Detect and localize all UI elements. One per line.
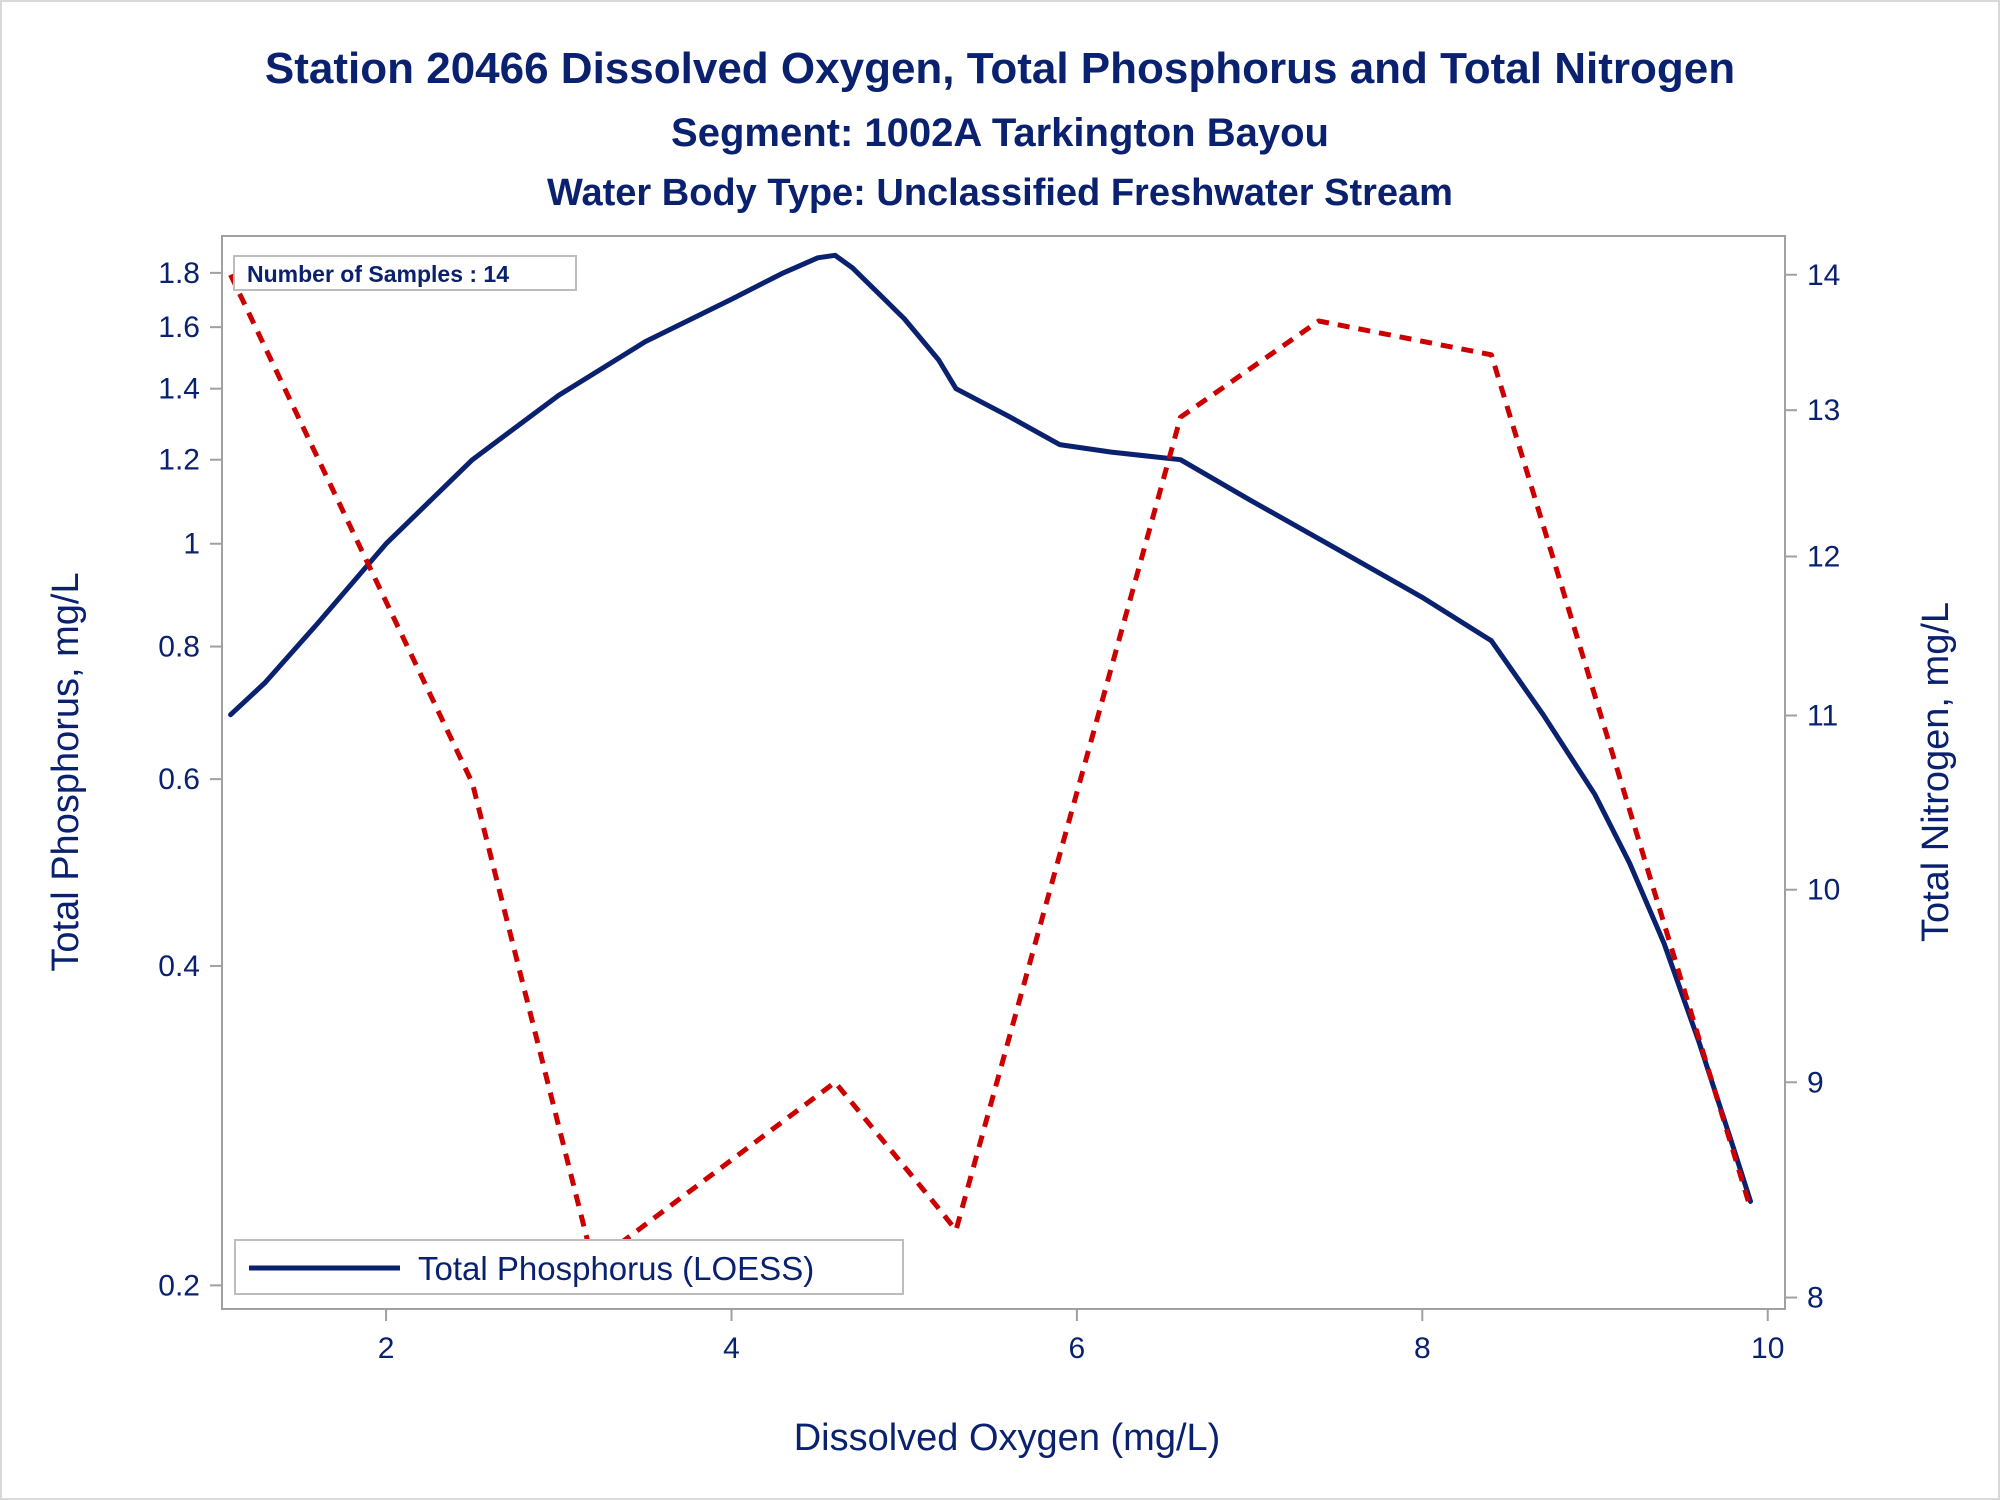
plot-area [221, 235, 1786, 1310]
series-phosphorus-line [228, 252, 1753, 1204]
y2-tick-label: 14 [1807, 259, 1840, 292]
y2-tick-label: 9 [1807, 1066, 1824, 1099]
y-tick-label: 1.4 [158, 373, 200, 406]
samples-annotation: Number of Samples : 14 [247, 261, 509, 287]
chart-subtitle-2: Water Body Type: Unclassified Freshwater… [547, 172, 1453, 214]
y-axis-label: Total Phosphorus, mg/L [45, 572, 87, 971]
chart-title: Station 20466 Dissolved Oxygen, Total Ph… [265, 44, 1735, 93]
series-nitrogen-line [228, 273, 1753, 1267]
y2-axis-label: Total Nitrogen, mg/L [1915, 602, 1957, 942]
x-tick-label: 10 [1751, 1332, 1784, 1365]
chart-subtitle: Segment: 1002A Tarkington Bayou [671, 111, 1329, 155]
legend-label-phosphorus: Total Phosphorus (LOESS) [418, 1250, 814, 1287]
x-tick-label: 8 [1414, 1332, 1431, 1365]
x-axis: 2 4 6 8 10 [378, 1309, 1784, 1365]
y-tick-label: 0.4 [158, 950, 200, 983]
legend: Total Phosphorus (LOESS) [234, 1239, 904, 1295]
y-tick-label: 0.2 [158, 1269, 200, 1302]
series-layer [228, 252, 1753, 1267]
y2-tick-label: 10 [1807, 874, 1840, 907]
y-tick-label: 1 [183, 528, 200, 561]
y2-tick-label: 12 [1807, 540, 1840, 573]
y2-tick-label: 13 [1807, 394, 1840, 427]
y-axis: 0.2 0.4 0.6 0.8 1 1.2 1.4 1.6 1.8 [158, 257, 222, 1302]
y-tick-label: 1.8 [158, 257, 200, 290]
y-tick-label: 1.6 [158, 311, 200, 344]
y-tick-label: 0.8 [158, 631, 200, 664]
y2-tick-label: 11 [1807, 700, 1838, 733]
samples-annotation-box [233, 255, 577, 291]
y-tick-label: 0.6 [158, 763, 200, 796]
x-tick-label: 2 [378, 1332, 395, 1365]
y2-axis: 8 9 10 11 12 13 14 [1785, 259, 1840, 1315]
x-tick-label: 4 [723, 1332, 740, 1365]
y2-tick-label: 8 [1807, 1282, 1824, 1315]
x-axis-label: Dissolved Oxygen (mg/L) [794, 1417, 1221, 1459]
y-tick-label: 1.2 [158, 444, 200, 477]
x-tick-label: 6 [1069, 1332, 1086, 1365]
